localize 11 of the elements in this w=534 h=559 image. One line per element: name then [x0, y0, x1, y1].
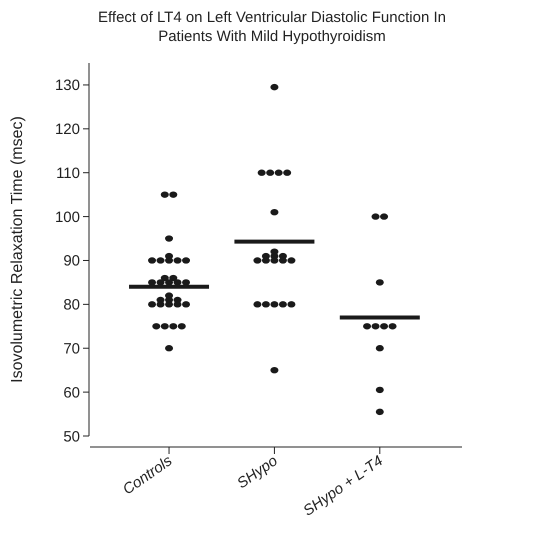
- y-axis-title: Isovolumetric Relaxation Time (msec): [9, 116, 26, 383]
- y-tick-label: 60: [63, 384, 80, 402]
- chart-title: Effect of LT4 on Left Ventricular Diastolic Function In Patients With Mild Hypothyroidism: [98, 9, 446, 45]
- y-tick-label: 80: [63, 296, 80, 314]
- y-tick-label: 120: [54, 121, 80, 138]
- y-tick-label: 50: [63, 428, 80, 446]
- y-tick-label: 100: [54, 208, 80, 226]
- y-tick-label: 70: [63, 340, 80, 358]
- y-tick-label: 110: [56, 164, 80, 182]
- y-tick-label: 90: [63, 252, 80, 270]
- y-tick-label: 130: [54, 77, 80, 94]
